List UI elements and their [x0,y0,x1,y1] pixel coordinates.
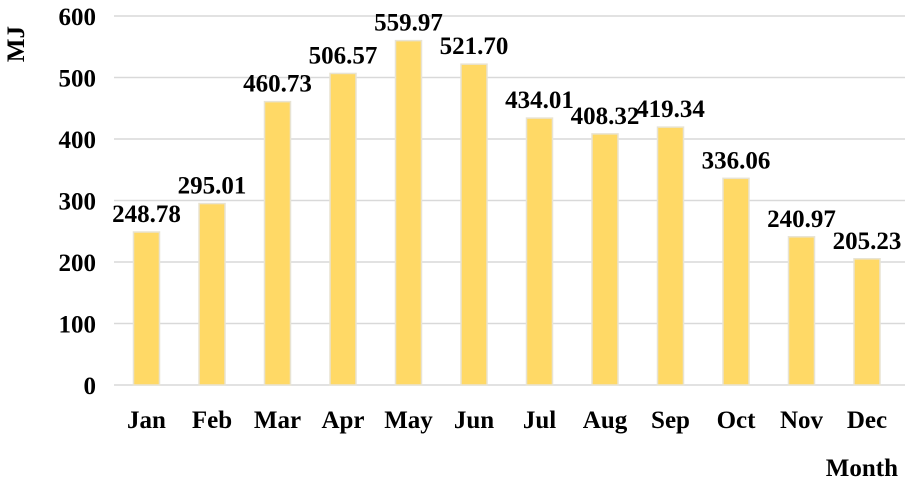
data-label: 240.97 [767,206,836,233]
x-tick-label: Jul [523,407,556,434]
data-label: 460.73 [243,71,312,98]
x-tick-label: Feb [192,407,232,434]
bar [722,177,750,386]
data-label: 205.23 [833,228,902,255]
gridlines [114,15,905,386]
bar [787,236,816,386]
x-axis-label: Month [826,455,898,482]
x-tick-label: Jan [127,407,166,434]
bars [132,39,881,386]
y-tick-label: 200 [59,250,97,277]
y-tick-label: 400 [59,127,97,154]
x-tick-label: Mar [254,407,301,434]
data-label: 336.06 [702,147,771,174]
x-tick-label: Nov [780,407,824,434]
data-label: 408.32 [571,103,640,130]
x-tick-label: Jun [454,407,494,434]
data-label: 419.34 [636,96,705,123]
y-tick-label: 0 [84,373,97,400]
y-tick-label: 500 [59,66,97,93]
bar [198,202,226,386]
y-tick-label: 300 [59,189,97,216]
bar [394,39,423,386]
data-label: 521.70 [440,33,509,60]
y-tick-label: 100 [59,312,97,339]
bar [329,72,357,386]
bar [591,133,619,386]
x-tick-label: Oct [717,407,757,434]
bar [656,126,685,386]
x-tick-label: May [384,407,433,434]
data-label: 248.78 [112,201,181,228]
bar [525,117,554,386]
y-axis-label: MJ [3,26,30,62]
x-axis-ticks: Jan Feb Mar Apr May Jun Jul Aug Sep Oct Nov Dec [127,407,887,434]
data-label: 506.57 [309,42,378,69]
bar [853,258,881,386]
x-tick-label: Apr [321,407,364,434]
x-tick-label: Sep [651,407,690,434]
y-tick-label: 600 [59,4,97,31]
x-tick-label: Aug [583,407,628,434]
bar [132,231,161,386]
data-label: 434.01 [505,87,574,114]
bar [460,63,488,386]
data-label: 559.97 [374,10,443,37]
y-axis-ticks: 0 100 200 300 400 500 600 [59,4,97,400]
x-tick-label: Dec [847,407,887,434]
bar [263,100,292,386]
data-label: 295.01 [178,173,247,200]
